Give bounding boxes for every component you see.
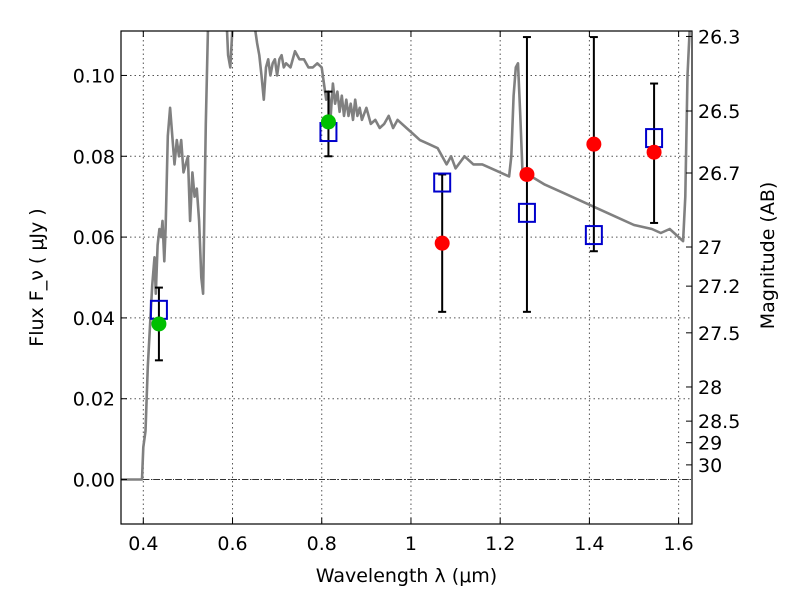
model-square-marker bbox=[584, 225, 603, 246]
x-tick-label: 1.4 bbox=[574, 533, 604, 555]
x-tick-label: 1.6 bbox=[664, 533, 694, 555]
y2-tick-label: 26.3 bbox=[698, 26, 740, 48]
y-tick-labels: 0.00 0.02 0.04 0.06 0.08 0.10 bbox=[73, 65, 115, 491]
data-point bbox=[519, 166, 535, 182]
y-tick-label: 0.06 bbox=[73, 227, 115, 249]
y2-tick-label: 27.2 bbox=[698, 276, 740, 298]
y-tick-label: 0.10 bbox=[73, 65, 115, 87]
model-square-marker bbox=[517, 202, 536, 223]
y2-tick-label: 27.5 bbox=[698, 323, 740, 345]
y-tick-label: 0.08 bbox=[73, 146, 115, 168]
y2-axis-title: Magnitude (AB) bbox=[757, 182, 779, 330]
y2-tick-label: 29 bbox=[698, 433, 722, 455]
y-tick-label: 0.04 bbox=[73, 308, 115, 330]
data-point bbox=[646, 144, 662, 160]
y2-tick-label: 28 bbox=[698, 377, 722, 399]
data-point bbox=[434, 235, 450, 251]
model-square-marker bbox=[433, 172, 452, 193]
data-point bbox=[320, 114, 336, 130]
ticks bbox=[121, 31, 692, 524]
plot-frame bbox=[120, 30, 693, 525]
x-tick-label: 1.2 bbox=[485, 533, 515, 555]
grid bbox=[121, 31, 692, 524]
x-tick-label: 0.4 bbox=[128, 533, 158, 555]
y2-tick-label: 28.5 bbox=[698, 411, 740, 433]
photometry-layer bbox=[149, 36, 664, 362]
x-tick-label: 1 bbox=[405, 533, 417, 555]
x-tick-label: 0.6 bbox=[217, 533, 247, 555]
spectrum-line bbox=[121, 31, 691, 481]
data-point bbox=[151, 316, 167, 332]
y-tick-label: 0.02 bbox=[73, 389, 115, 411]
y-axis-title: Flux F_ν ( μJy ) bbox=[26, 208, 48, 346]
y2-tick-label: 26.5 bbox=[698, 101, 740, 123]
y2-tick-label: 30 bbox=[698, 455, 722, 477]
x-tick-labels: 0.4 0.6 0.8 1 1.2 1.4 1.6 bbox=[128, 533, 694, 555]
y2-tick-label: 27 bbox=[698, 237, 722, 259]
data-point bbox=[586, 136, 602, 152]
spectrum-layer bbox=[121, 31, 691, 481]
y-tick-label: 0.00 bbox=[73, 470, 115, 492]
y2-tick-label: 26.7 bbox=[698, 163, 740, 185]
x-axis-title: Wavelength λ (μm) bbox=[316, 565, 497, 587]
x-tick-label: 0.8 bbox=[307, 533, 337, 555]
